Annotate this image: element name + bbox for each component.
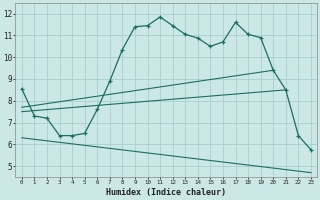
X-axis label: Humidex (Indice chaleur): Humidex (Indice chaleur) xyxy=(106,188,226,197)
